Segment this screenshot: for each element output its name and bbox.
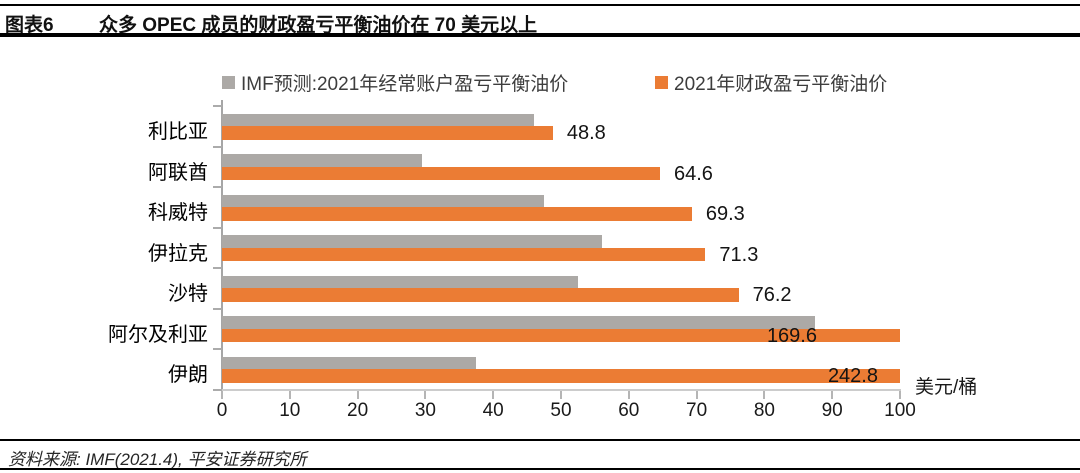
x-axis-tick: [627, 391, 630, 399]
x-axis-unit-label: 美元/桶: [915, 377, 978, 398]
legend-item-fiscal: 2021年财政盈亏平衡油价: [655, 72, 887, 95]
value-label: 242.8: [827, 365, 878, 388]
x-axis-tick-label: 10: [279, 400, 301, 421]
value-label: 76.2: [752, 284, 792, 307]
bar-current-account: [222, 356, 477, 370]
category-label: 科威特: [148, 202, 208, 225]
bar-current-account: [222, 275, 578, 289]
category-label: 沙特: [168, 283, 208, 306]
x-axis-tick-label: 30: [414, 400, 436, 421]
legend-swatch-orange: [655, 75, 668, 89]
category-label: 伊朗: [168, 364, 208, 387]
value-label: 69.3: [705, 203, 745, 226]
bar-current-account: [222, 316, 816, 329]
x-axis-tick-label: 90: [821, 400, 843, 421]
legend-item-current-account: IMF预测:2021年经常账户盈亏平衡油价: [222, 72, 568, 95]
bar-current-account: [222, 154, 422, 167]
x-axis-tick: [356, 391, 359, 399]
category-label: 阿尔及利亚: [108, 323, 208, 346]
legend-swatch-gray: [222, 75, 235, 89]
value-label: 64.6: [673, 162, 713, 185]
x-axis-tick: [899, 391, 901, 399]
value-label: 48.8: [566, 122, 606, 144]
bar-fiscal: [222, 207, 692, 221]
y-axis-tick: [213, 267, 222, 270]
figure-number-label: 图表6: [5, 15, 54, 36]
bar-fiscal: [222, 288, 739, 302]
x-axis-tick: [288, 391, 291, 399]
x-axis-tick-label: 100: [884, 400, 916, 421]
header-divider-rule: [0, 33, 1080, 37]
bar-fiscal: [222, 166, 660, 181]
value-label: 71.3: [719, 243, 759, 266]
y-axis-tick: [213, 186, 222, 189]
x-axis-tick-label: 70: [686, 400, 708, 421]
bar-fiscal: [222, 247, 706, 262]
bar-fiscal: [222, 126, 553, 140]
chart-title: 众多 OPEC 成员的财政盈亏平衡油价在 70 美元以上: [99, 15, 538, 36]
y-axis-tick: [213, 348, 222, 351]
y-axis-tick: [213, 226, 222, 229]
bar-fiscal: [222, 328, 900, 343]
y-axis-tick: [213, 145, 222, 148]
bar-fiscal: [222, 369, 900, 383]
bar-current-account: [222, 194, 545, 208]
x-axis-tick: [221, 391, 223, 399]
x-axis-tick-label: 20: [347, 400, 369, 421]
category-label: 伊拉克: [148, 242, 208, 265]
x-axis-tick: [424, 391, 427, 399]
footer-top-rule: [0, 439, 1080, 441]
x-axis-tick: [831, 391, 834, 399]
legend-label: IMF预测:2021年经常账户盈亏平衡油价: [241, 73, 569, 95]
source-note: 资料来源: IMF(2021.4), 平安证券研究所: [8, 450, 307, 469]
x-axis-tick: [763, 391, 766, 399]
legend-label: 2021年财政盈亏平衡油价: [674, 73, 888, 95]
footer-bottom-rule: [0, 468, 1080, 470]
bar-current-account: [222, 235, 602, 248]
value-label: 169.6: [766, 324, 817, 347]
x-axis-tick-label: 40: [482, 400, 504, 421]
x-axis-line: [222, 389, 901, 391]
bar-current-account: [222, 113, 534, 126]
y-axis-tick: [213, 105, 222, 107]
x-axis-tick: [560, 391, 562, 399]
y-axis-tick: [213, 307, 222, 310]
x-axis-tick-label: 0: [216, 400, 228, 421]
y-axis-tick: [213, 389, 222, 391]
category-label: 利比亚: [148, 121, 208, 143]
x-axis-tick-label: 80: [753, 400, 775, 421]
x-axis-tick: [695, 391, 698, 399]
header-top-rule: [0, 4, 1080, 6]
x-axis-tick: [492, 391, 495, 399]
x-axis-tick-label: 50: [550, 400, 572, 421]
category-label: 阿联酋: [148, 161, 208, 184]
x-axis-tick-label: 60: [618, 400, 640, 421]
